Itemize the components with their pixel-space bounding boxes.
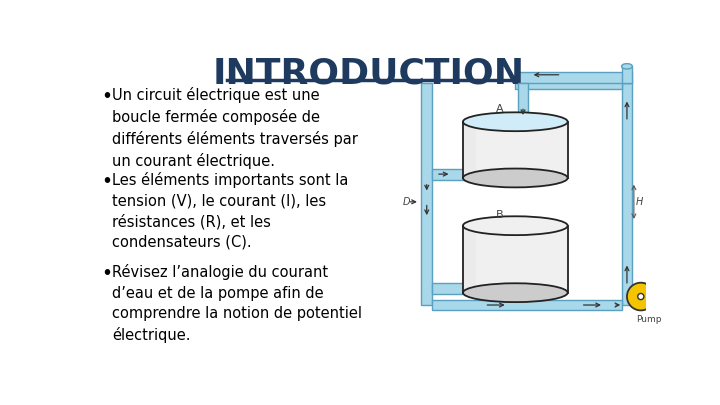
Bar [621,83,632,305]
Circle shape [638,294,644,300]
Bar [516,72,632,83]
Bar [421,83,432,305]
Text: B: B [496,209,504,220]
Text: Pump: Pump [636,315,661,324]
Text: Un circuit électrique est une
boucle fermée composée de
différents éléments trav: Un circuit électrique est une boucle fer… [112,87,358,168]
Bar [621,66,632,83]
Bar [463,122,476,178]
Text: H: H [636,197,643,207]
Text: •: • [101,87,112,106]
Ellipse shape [463,283,567,302]
Bar [516,78,621,89]
Bar [518,83,528,122]
Ellipse shape [621,64,632,69]
Bar [432,284,469,294]
Text: Les éléments importants sont la
tension (V), le courant (I), les
résistances (R): Les éléments importants sont la tension … [112,172,348,250]
Text: •: • [101,172,112,191]
Ellipse shape [463,168,567,188]
Bar [432,169,469,179]
Text: D: D [402,197,410,207]
Polygon shape [644,286,661,307]
Text: Révisez l’analogie du courant
d’eau et de la pompe afin de
comprendre la notion : Révisez l’analogie du courant d’eau et d… [112,264,362,343]
Ellipse shape [463,216,567,235]
Circle shape [627,283,654,310]
Bar [463,226,476,293]
Bar [463,226,567,293]
Bar [432,300,621,310]
Ellipse shape [463,112,567,131]
Text: INTRODUCTION: INTRODUCTION [213,56,525,90]
Text: A: A [496,104,504,114]
Bar [463,122,567,178]
Text: •: • [101,264,112,283]
